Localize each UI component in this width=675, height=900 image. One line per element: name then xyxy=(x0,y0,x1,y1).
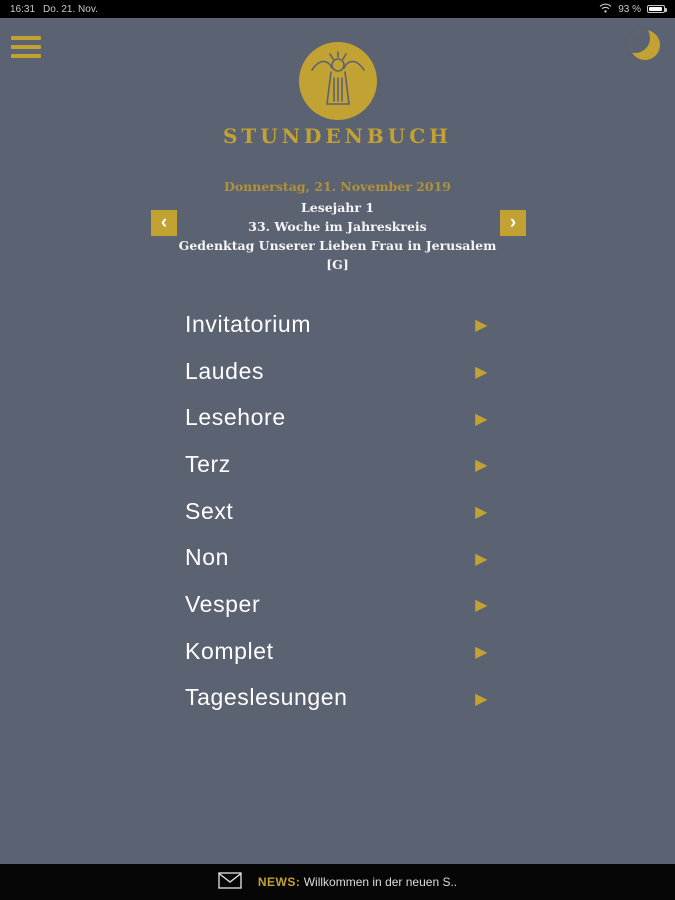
rank-indicator: [G] xyxy=(326,257,349,272)
battery-percent: 93 % xyxy=(618,3,641,15)
menu-item-non[interactable]: Non ▶ xyxy=(185,534,488,581)
menu-item-label: Terz xyxy=(185,450,231,477)
news-bar[interactable]: NEWS: Willkommen in der neuen S.. xyxy=(0,864,675,900)
hours-menu: Invitatorium ▶ Laudes ▶ Lesehore ▶ Terz … xyxy=(185,301,488,721)
menu-item-arrow-icon: ▶ xyxy=(475,690,488,708)
menu-item-arrow-icon: ▶ xyxy=(475,504,488,522)
menu-item-komplet[interactable]: Komplet ▶ xyxy=(185,628,488,675)
menu-item-label: Laudes xyxy=(185,357,265,384)
next-day-button[interactable]: › xyxy=(500,210,526,236)
menu-item-arrow-icon: ▶ xyxy=(475,364,488,382)
day-info-block: Donnerstag, 21. November 2019 Lesejahr 1… xyxy=(0,179,675,274)
menu-item-vesper[interactable]: Vesper ▶ xyxy=(185,581,488,628)
menu-item-label: Lesehore xyxy=(185,404,286,431)
news-label: NEWS: xyxy=(257,875,301,889)
menu-hamburger-icon[interactable] xyxy=(11,36,41,63)
menu-item-arrow-icon: ▶ xyxy=(475,550,488,568)
wifi-icon xyxy=(599,3,612,16)
menu-item-invitatorium[interactable]: Invitatorium ▶ xyxy=(185,301,488,348)
status-time: 16:31 xyxy=(10,3,36,15)
menu-item-arrow-icon: ▶ xyxy=(475,644,488,662)
menu-item-arrow-icon: ▶ xyxy=(475,597,488,615)
menu-item-tageslesungen[interactable]: Tageslesungen ▶ xyxy=(185,675,488,722)
status-bar: 16:31 Do. 21. Nov. 93 % xyxy=(0,0,675,18)
menu-item-label: Komplet xyxy=(185,637,274,664)
feast-day: Gedenktag Unserer Lieben Frau in Jerusal… xyxy=(178,238,497,253)
menu-item-arrow-icon: ▶ xyxy=(475,410,488,428)
moon-crescent-cutout xyxy=(630,30,650,53)
battery-icon xyxy=(647,5,667,13)
menu-item-terz[interactable]: Terz ▶ xyxy=(185,441,488,488)
lectionary-year: Lesejahr 1 xyxy=(300,200,375,215)
status-date: Do. 21. Nov. xyxy=(43,3,98,15)
menu-item-label: Sext xyxy=(185,497,234,524)
menu-item-arrow-icon: ▶ xyxy=(475,317,488,335)
current-date: Donnerstag, 21. November 2019 xyxy=(224,179,451,194)
menu-item-label: Vesper xyxy=(185,590,261,617)
menu-item-label: Non xyxy=(185,544,229,571)
news-message: Willkommen in der neuen S.. xyxy=(303,875,458,889)
menu-item-laudes[interactable]: Laudes ▶ xyxy=(185,348,488,395)
liturgical-week: 33. Woche im Jahreskreis xyxy=(248,219,427,234)
previous-day-button[interactable]: ‹ xyxy=(151,210,177,236)
menu-item-lesehore[interactable]: Lesehore ▶ xyxy=(185,394,488,441)
app-logo-icon xyxy=(298,42,377,120)
menu-item-sext[interactable]: Sext ▶ xyxy=(185,488,488,535)
envelope-icon xyxy=(218,872,242,892)
app-title: STUNDENBUCH xyxy=(222,124,453,148)
menu-item-label: Tageslesungen xyxy=(185,684,348,711)
menu-item-arrow-icon: ▶ xyxy=(475,457,488,475)
menu-item-label: Invitatorium xyxy=(185,310,312,337)
night-mode-moon-icon[interactable] xyxy=(630,30,660,60)
